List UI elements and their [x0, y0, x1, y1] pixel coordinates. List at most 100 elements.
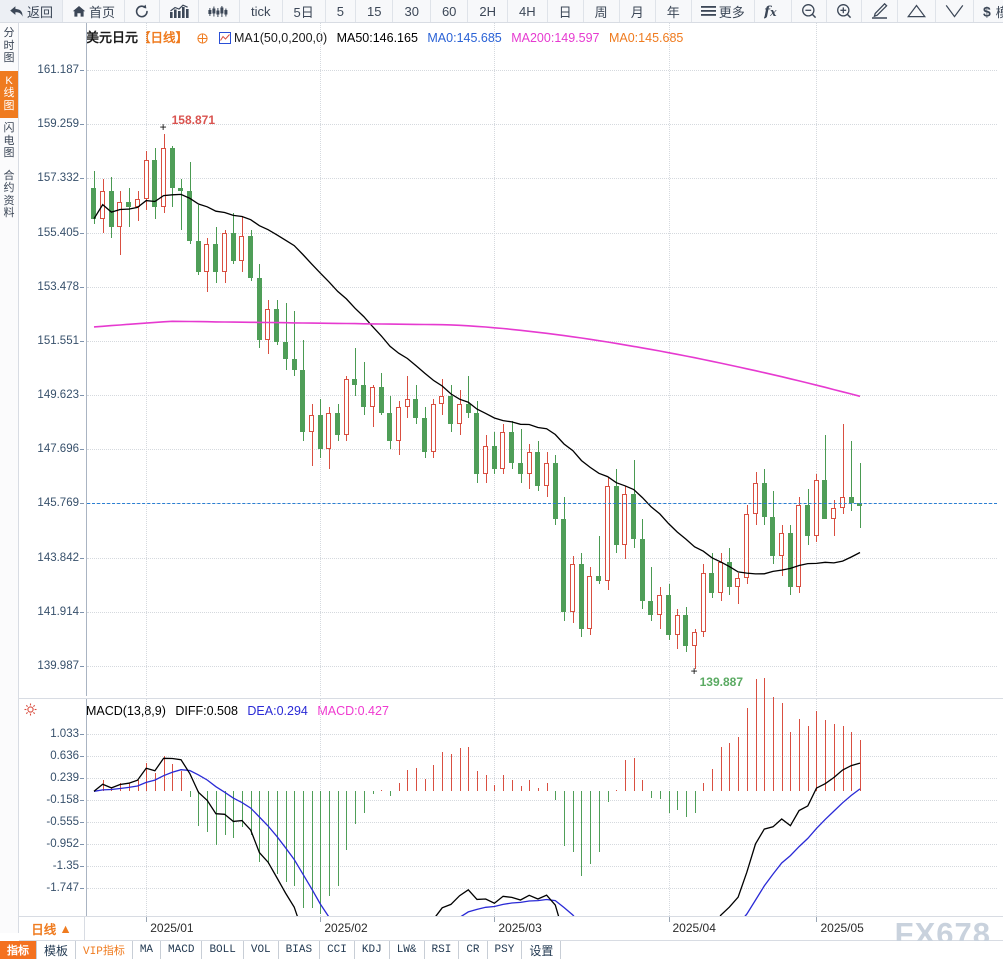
macd-plot-area[interactable] — [87, 677, 997, 960]
svg-text:x: x — [769, 6, 777, 19]
toolbar-daily-label: 日 — [558, 4, 572, 20]
toolbar-candles[interactable] — [199, 0, 241, 22]
toolbar-h4[interactable]: 4H — [508, 0, 548, 22]
back-arrow-icon — [9, 5, 24, 18]
ma-chart-icon[interactable] — [219, 32, 231, 47]
tab-settings[interactable]: 设置 — [522, 941, 562, 959]
tab-cr[interactable]: CR — [459, 941, 488, 959]
macd-diff-line — [93, 757, 861, 960]
toolbar-h2-label: 2H — [479, 3, 497, 19]
tab-template[interactable]: 模板 — [37, 941, 77, 959]
candle-body — [779, 533, 784, 556]
macd-histogram-bar — [146, 762, 147, 792]
current-price-line — [87, 503, 997, 505]
toolbar-channel[interactable] — [936, 0, 974, 22]
macd-histogram-bar — [303, 791, 304, 908]
hamburger-icon — [700, 5, 716, 17]
macd-y-tickmark — [80, 778, 84, 779]
tab-boll[interactable]: BOLL — [202, 941, 244, 959]
tab-kdj[interactable]: KDJ — [355, 941, 390, 959]
toolbar-tick[interactable]: tick — [240, 0, 283, 22]
tab-vol[interactable]: VOL — [244, 941, 279, 959]
candle-body — [117, 201, 122, 228]
tab-cci[interactable]: CCI — [320, 941, 355, 959]
price-vgridline — [668, 23, 670, 696]
toolbar-yearly[interactable]: 年 — [656, 0, 692, 22]
macd-pane[interactable]: MACD(13,8,9) DIFF:0.508 DEA:0.294 MACD:0… — [19, 677, 1003, 960]
toolbar-refresh[interactable] — [125, 0, 161, 22]
candle-body — [831, 508, 836, 520]
tab-vip[interactable]: VIP指标 — [76, 941, 133, 959]
toolbar-five-day[interactable]: 5日 — [283, 0, 326, 22]
macd-histogram-bar — [799, 719, 800, 792]
toolbar-m60[interactable]: 60 — [431, 0, 469, 22]
macd-histogram-bar — [590, 791, 591, 864]
candle-body — [196, 241, 201, 273]
toolbar-zoom-out[interactable] — [792, 0, 827, 22]
candle-body — [231, 232, 236, 261]
price-y-tickmark — [80, 286, 84, 288]
price-chart-pane[interactable]: 美元日元【日线】 MA1(50,0,200,0) MA50:146.165 MA… — [19, 23, 1003, 696]
tab-macd[interactable]: MACD — [161, 941, 203, 959]
tab-rsi[interactable]: RSI — [425, 941, 460, 959]
candle-body — [683, 615, 688, 646]
toolbar-h4-label: 4H — [519, 3, 536, 19]
macd-histogram-bar — [834, 724, 835, 792]
toolbar-daily[interactable]: 日 — [548, 0, 584, 22]
toolbar-m5[interactable]: 5 — [326, 0, 356, 22]
toolbar-draw[interactable] — [862, 0, 898, 22]
macd-histogram-bar — [521, 786, 522, 792]
tab-lwr[interactable]: LW& — [390, 941, 425, 959]
toolbar-back[interactable]: 返回 — [0, 0, 64, 22]
candle-body — [422, 418, 427, 452]
macd-line-overlay — [93, 757, 861, 960]
price-vgridline — [320, 23, 322, 696]
candle-body — [709, 572, 714, 593]
price-ma-overlay — [93, 193, 861, 575]
toolbar-chart-type[interactable] — [160, 0, 200, 22]
settings-circle-icon[interactable] — [196, 33, 208, 47]
toolbar-weekly[interactable]: 周 — [584, 0, 620, 22]
tab-bias[interactable]: BIAS — [279, 941, 321, 959]
macd-histogram-bar — [407, 770, 408, 792]
dollar-icon: $ — [983, 4, 993, 19]
macd-histogram-bar — [547, 782, 548, 792]
macd-histogram-bar — [738, 736, 739, 792]
candle-body — [735, 578, 740, 587]
toolbar-m30[interactable]: 30 — [393, 0, 431, 22]
price-gridline — [87, 232, 997, 234]
toolbar-zoom-in[interactable] — [827, 0, 862, 22]
toolbar-five-day-label: 5日 — [293, 4, 314, 20]
macd-histogram-bar — [747, 707, 748, 792]
macd-histogram-bar — [686, 791, 687, 818]
tab-ma[interactable]: MA — [133, 941, 162, 959]
candle-body — [605, 485, 610, 582]
toolbar-more[interactable]: 更多 — [692, 0, 755, 22]
sidebar-item-timeshare[interactable]: 分时图 — [0, 23, 18, 71]
macd-histogram-bar — [277, 791, 278, 874]
candle-body — [535, 451, 540, 486]
candle-body — [544, 463, 549, 486]
indicator-settings-icon[interactable] — [24, 703, 37, 721]
sidebar-item-contract[interactable]: 合约资料 — [0, 166, 18, 226]
ma200-line — [93, 320, 861, 398]
ma0-value: MA0:145.685 — [427, 31, 502, 45]
tab-psy[interactable]: PSY — [488, 941, 523, 959]
toolbar-monthly[interactable]: 月 — [620, 0, 656, 22]
period-toggle-button[interactable]: 日线 ▲ — [19, 917, 85, 940]
toolbar-triangle[interactable] — [898, 0, 936, 22]
sidebar-item-lightning[interactable]: 闪电图 — [0, 118, 18, 166]
macd-gridline — [87, 866, 997, 868]
candle-body — [579, 564, 584, 630]
toolbar-h2[interactable]: 2H — [468, 0, 509, 22]
toolbar-m15[interactable]: 15 — [356, 0, 394, 22]
toolbar-home[interactable]: 首页 — [63, 0, 126, 22]
price-y-tickmark — [80, 124, 84, 126]
toolbar-currency-mode-label: 模 — [995, 4, 1003, 20]
price-plot-area[interactable]: +158.871 +139.887 — [87, 23, 997, 696]
price-gridline — [87, 178, 997, 180]
tab-indicator[interactable]: 指标 — [0, 941, 37, 959]
toolbar-currency-mode[interactable]: $ 模 — [974, 0, 1003, 22]
